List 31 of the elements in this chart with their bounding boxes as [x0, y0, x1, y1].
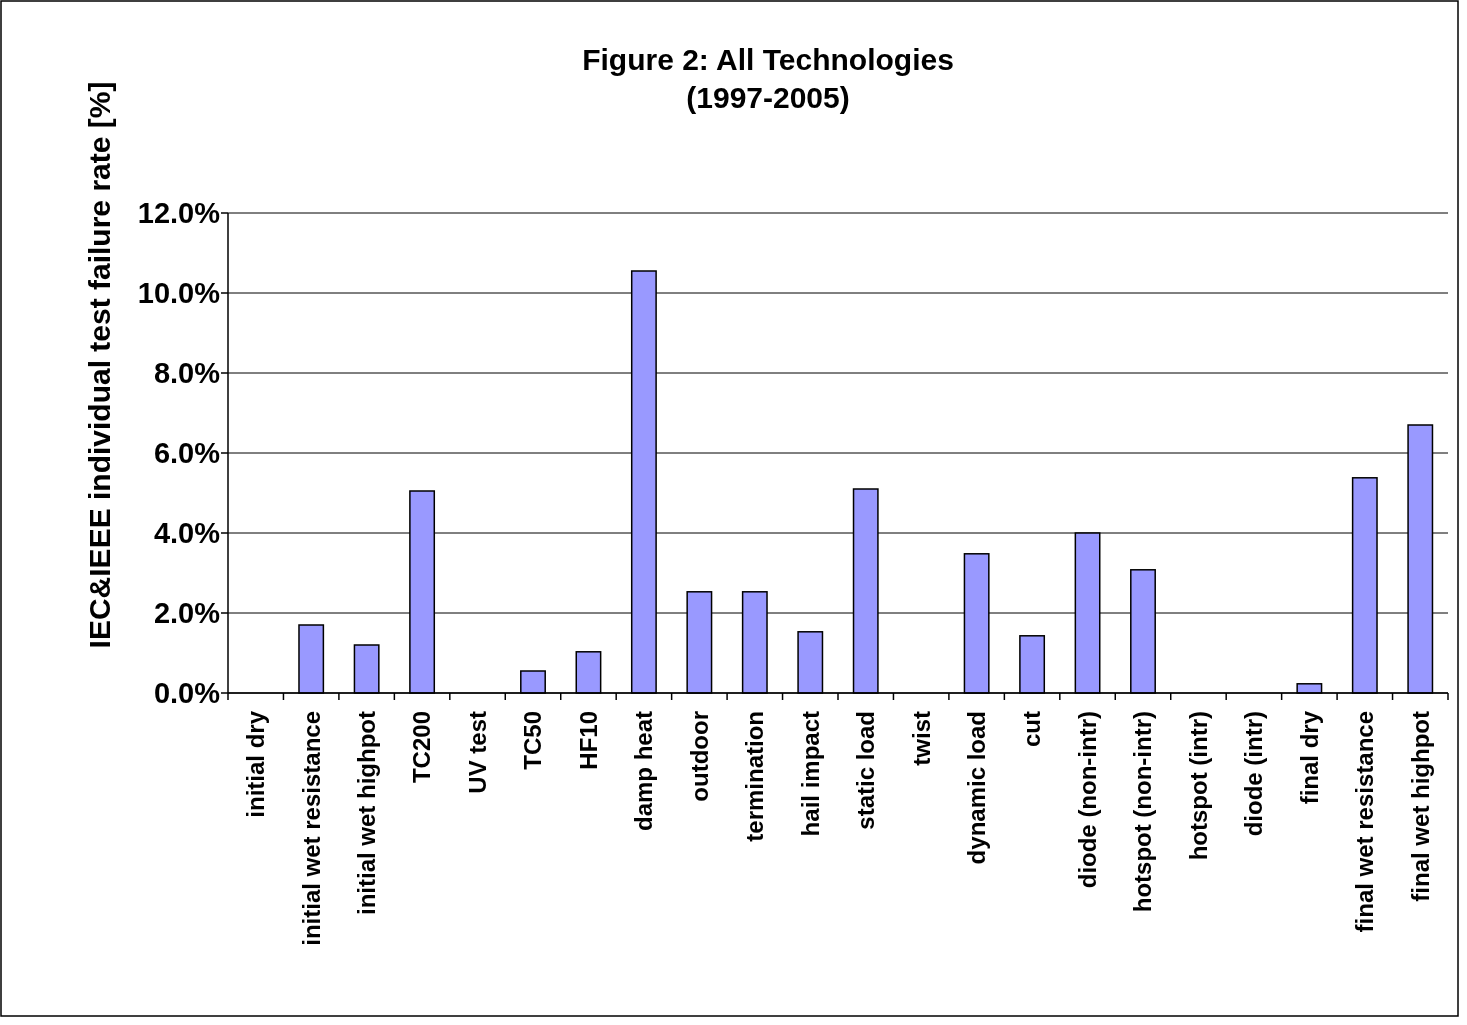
x-tick-label: TC50	[519, 711, 547, 770]
x-tick-label: initial wet highpot	[353, 711, 381, 915]
x-tick-label: TC200	[408, 711, 436, 784]
x-tick-label: termination	[741, 711, 769, 842]
y-tick-label: 2.0%	[153, 597, 221, 630]
x-tick-label: final dry	[1295, 710, 1323, 805]
x-tick-label: cut	[1018, 710, 1046, 747]
x-tick-label: twist	[907, 711, 935, 766]
x-tick-label: hotspot (non-intr)	[1129, 711, 1157, 913]
y-tick-label: 8.0%	[153, 357, 221, 390]
x-tick-label: UV test	[463, 710, 491, 794]
x-tick-label: diode (non-intr)	[1073, 711, 1101, 889]
x-tick-label: final wet resistance	[1351, 711, 1379, 933]
y-tick-label: 12.0%	[137, 197, 221, 230]
x-tick-label: outdoor	[685, 711, 713, 802]
y-tick-label: 6.0%	[153, 437, 221, 470]
x-tick-label: initial dry	[242, 710, 270, 818]
y-tick-label: 4.0%	[153, 517, 221, 550]
x-tick-label: dynamic load	[963, 711, 991, 865]
y-axis-title: IEC&IEEE individual test failure rate [%]	[83, 81, 116, 649]
x-tick-label: hotspot (intr)	[1184, 711, 1212, 861]
y-tick-label: 0.0%	[153, 677, 221, 710]
x-tick-label: initial wet resistance	[297, 711, 325, 946]
x-tick-label: static load	[852, 711, 880, 830]
x-tick-label: damp heat	[630, 711, 658, 832]
x-tick-label: final wet highpot	[1406, 710, 1434, 902]
x-tick-label: HF10	[574, 711, 602, 770]
x-tick-label: hail impact	[796, 711, 824, 837]
x-tick-label: diode (intr)	[1240, 711, 1268, 837]
chart-title: Figure 2: All Technologies (1997-2005)	[582, 43, 954, 114]
y-tick-label: 10.0%	[137, 277, 221, 310]
